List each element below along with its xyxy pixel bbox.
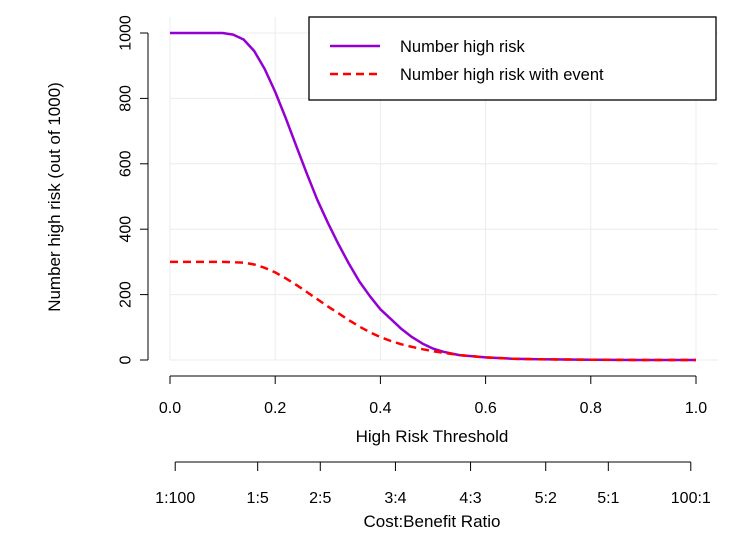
y-tick-label: 400 (118, 216, 135, 243)
legend: Number high risk Number high risk with e… (308, 16, 717, 101)
y-tick-label: 200 (118, 281, 135, 308)
series-layer (170, 31, 696, 362)
y-tick-label: 800 (118, 85, 135, 112)
secondary-tick-label: 3:4 (384, 490, 406, 507)
legend-label-number-high-risk-with-event: Number high risk with event (400, 66, 604, 84)
y-tick-label: 1000 (118, 15, 135, 51)
x-tick-label: 0.0 (159, 400, 181, 417)
secondary-tick-label: 2:5 (309, 490, 331, 507)
legend-label-number-high-risk: Number high risk (400, 38, 525, 56)
legend-box (308, 16, 717, 101)
secondary-tick-label: 5:2 (535, 490, 557, 507)
secondary-tick-label: 4:3 (459, 490, 481, 507)
y-tick-label: 0 (118, 355, 135, 364)
secondary-tick-label: 100:1 (671, 490, 711, 507)
x-tick-label: 0.6 (474, 400, 496, 417)
y-axis-title: Number high risk (out of 1000) (45, 82, 64, 312)
secondary-axis-title: Cost:Benefit Ratio (363, 512, 500, 531)
x-tick-label: 0.8 (580, 400, 602, 417)
axes: 0.0 0.2 0.4 0.6 0.8 1.0 0 200 400 600 800 1000 1:100… (118, 15, 711, 507)
secondary-tick-label: 5:1 (597, 490, 619, 507)
x-tick-label: 0.4 (369, 400, 391, 417)
x-tick-label: 0.2 (264, 400, 286, 417)
secondary-tick-label: 1:100 (155, 490, 195, 507)
y-tick-label: 600 (118, 150, 135, 177)
x-axis-title: High Risk Threshold (356, 427, 509, 446)
secondary-tick-label: 1:5 (247, 490, 269, 507)
x-tick-label: 1.0 (685, 400, 707, 417)
series-line-number-high-risk-with-event (170, 260, 696, 362)
